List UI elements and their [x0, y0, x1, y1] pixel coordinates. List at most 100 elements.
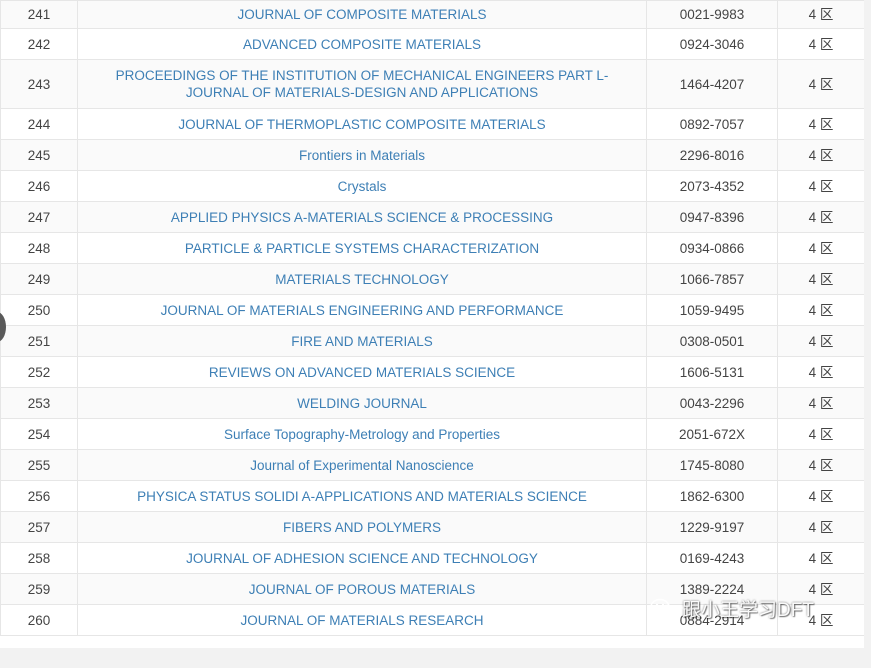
- journal-rank-cell: 243: [0, 59, 78, 109]
- journal-issn-cell: 1862-6300: [646, 480, 778, 512]
- journal-zone-cell: 4 区: [777, 356, 864, 388]
- journal-zone: 4 区: [808, 36, 834, 52]
- table-row: 252 REVIEWS ON ADVANCED MATERIALS SCIENCE…: [0, 356, 864, 388]
- table-row: 249 MATERIALS TECHNOLOGY 1066-7857 4 区: [0, 263, 864, 295]
- journal-name-link[interactable]: Surface Topography-Metrology and Propert…: [224, 426, 500, 442]
- journal-name-cell: FIRE AND MATERIALS: [77, 325, 647, 357]
- journal-name-cell: JOURNAL OF MATERIALS ENGINEERING AND PER…: [77, 294, 647, 326]
- journal-issn: 2296-8016: [679, 147, 745, 163]
- journal-zone-cell: 4 区: [777, 449, 864, 481]
- journal-zone: 4 区: [808, 178, 834, 194]
- journal-rank: 253: [27, 395, 51, 411]
- journal-name-cell: APPLIED PHYSICS A-MATERIALS SCIENCE & PR…: [77, 201, 647, 233]
- journal-issn-cell: 1745-8080: [646, 449, 778, 481]
- journal-zone-cell: 4 区: [777, 325, 864, 357]
- journal-issn: 0934-0866: [679, 240, 745, 256]
- journal-name-link[interactable]: Journal of Experimental Nanoscience: [250, 457, 474, 473]
- journal-name-link[interactable]: ADVANCED COMPOSITE MATERIALS: [242, 36, 482, 52]
- journal-name-link[interactable]: FIBERS AND POLYMERS: [282, 519, 442, 535]
- journal-issn-cell: 1606-5131: [646, 356, 778, 388]
- journal-rank-cell: 248: [0, 232, 78, 264]
- journal-name-link[interactable]: PARTICLE & PARTICLE SYSTEMS CHARACTERIZA…: [184, 240, 540, 256]
- journal-name-cell: Surface Topography-Metrology and Propert…: [77, 418, 647, 450]
- journal-issn: 1229-9197: [679, 519, 745, 535]
- journal-zone-cell: 4 区: [777, 418, 864, 450]
- table-row: 244 JOURNAL OF THERMOPLASTIC COMPOSITE MA…: [0, 108, 864, 140]
- journal-name-link[interactable]: JOURNAL OF COMPOSITE MATERIALS: [237, 7, 487, 22]
- journal-name-link[interactable]: JOURNAL OF THERMOPLASTIC COMPOSITE MATER…: [178, 116, 546, 132]
- journal-zone: 4 区: [808, 302, 834, 318]
- table-row: 246 Crystals 2073-4352 4 区: [0, 170, 864, 202]
- journal-zone-cell: 4 区: [777, 232, 864, 264]
- journal-issn-cell: 0934-0866: [646, 232, 778, 264]
- journal-name-link[interactable]: JOURNAL OF MATERIALS RESEARCH: [240, 612, 484, 628]
- journal-zone-cell: 4 区: [777, 387, 864, 419]
- journal-zone-cell: 4 区: [777, 480, 864, 512]
- journal-zone: 4 区: [808, 457, 834, 473]
- journal-zone: 4 区: [808, 426, 834, 442]
- journal-rank-cell: 250: [0, 294, 78, 326]
- journal-issn: 1745-8080: [679, 457, 745, 473]
- journal-name-link[interactable]: REVIEWS ON ADVANCED MATERIALS SCIENCE: [208, 364, 516, 380]
- journal-name-cell: FIBERS AND POLYMERS: [77, 511, 647, 543]
- table-row: 247 APPLIED PHYSICS A-MATERIALS SCIENCE &…: [0, 201, 864, 233]
- journal-rank: 245: [27, 147, 51, 163]
- journal-name-link[interactable]: JOURNAL OF MATERIALS ENGINEERING AND PER…: [160, 302, 564, 318]
- journal-table-container[interactable]: 241 JOURNAL OF COMPOSITE MATERIALS 0021-99…: [0, 0, 864, 648]
- journal-name-link[interactable]: Crystals: [337, 178, 387, 194]
- journal-zone: 4 区: [808, 333, 834, 349]
- journal-issn-cell: 0308-0501: [646, 325, 778, 357]
- journal-rank: 246: [27, 178, 51, 194]
- journal-rank: 244: [27, 116, 51, 132]
- journal-name-link[interactable]: JOURNAL OF ADHESION SCIENCE AND TECHNOLO…: [186, 550, 538, 566]
- journal-name-link[interactable]: FIRE AND MATERIALS: [291, 333, 433, 349]
- journal-rank-cell: 258: [0, 542, 78, 574]
- journal-zone: 4 区: [808, 7, 834, 22]
- journal-issn-cell: 1059-9495: [646, 294, 778, 326]
- journal-rank: 242: [27, 36, 51, 52]
- table-row: 253 WELDING JOURNAL 0043-2296 4 区: [0, 387, 864, 419]
- journal-zone: 4 区: [808, 395, 834, 411]
- journal-issn-cell: 1066-7857: [646, 263, 778, 295]
- journal-issn-cell: 0169-4243: [646, 542, 778, 574]
- journal-zone-cell: 4 区: [777, 263, 864, 295]
- journal-rank-cell: 252: [0, 356, 78, 388]
- journal-name-cell: Journal of Experimental Nanoscience: [77, 449, 647, 481]
- journal-zone-cell: 4 区: [777, 0, 864, 29]
- journal-rank: 257: [27, 519, 51, 535]
- journal-rank-cell: 246: [0, 170, 78, 202]
- journal-rank: 243: [27, 76, 51, 92]
- journal-name-cell: Frontiers in Materials: [77, 139, 647, 171]
- journal-zone: 4 区: [808, 116, 834, 132]
- table-row: 245 Frontiers in Materials 2296-8016 4 区: [0, 139, 864, 171]
- journal-table-body: 241 JOURNAL OF COMPOSITE MATERIALS 0021-99…: [0, 0, 864, 636]
- journal-zone-cell: 4 区: [777, 604, 864, 636]
- journal-zone-cell: 4 区: [777, 511, 864, 543]
- journal-name-link[interactable]: JOURNAL OF POROUS MATERIALS: [248, 581, 476, 597]
- journal-name-link[interactable]: PHYSICA STATUS SOLIDI A-APPLICATIONS AND…: [137, 488, 587, 504]
- journal-name-link[interactable]: APPLIED PHYSICS A-MATERIALS SCIENCE & PR…: [170, 209, 554, 225]
- journal-issn-cell: 0884-2914: [646, 604, 778, 636]
- journal-rank-cell: 241: [0, 0, 78, 29]
- journal-name-link[interactable]: MATERIALS TECHNOLOGY: [275, 271, 449, 287]
- journal-rank: 255: [27, 457, 51, 473]
- scroll-handle[interactable]: [0, 312, 6, 342]
- journal-zone-cell: 4 区: [777, 201, 864, 233]
- journal-issn: 0884-2914: [679, 612, 745, 628]
- journal-zone-cell: 4 区: [777, 108, 864, 140]
- journal-issn-cell: 2051-672X: [646, 418, 778, 450]
- journal-zone: 4 区: [808, 550, 834, 566]
- journal-zone-cell: 4 区: [777, 59, 864, 109]
- journal-issn: 1066-7857: [679, 271, 745, 287]
- journal-name-link[interactable]: PROCEEDINGS OF THE INSTITUTION OF MECHAN…: [115, 68, 609, 100]
- table-row: 248 PARTICLE & PARTICLE SYSTEMS CHARACTER…: [0, 232, 864, 264]
- journal-issn-cell: 0043-2296: [646, 387, 778, 419]
- journal-zone: 4 区: [808, 519, 834, 535]
- journal-name-cell: JOURNAL OF MATERIALS RESEARCH: [77, 604, 647, 636]
- journal-issn-cell: 2296-8016: [646, 139, 778, 171]
- journal-issn-cell: 2073-4352: [646, 170, 778, 202]
- journal-name-link[interactable]: WELDING JOURNAL: [297, 395, 427, 411]
- journal-name-cell: REVIEWS ON ADVANCED MATERIALS SCIENCE: [77, 356, 647, 388]
- journal-name-link[interactable]: Frontiers in Materials: [298, 147, 426, 163]
- journal-issn-cell: 0947-8396: [646, 201, 778, 233]
